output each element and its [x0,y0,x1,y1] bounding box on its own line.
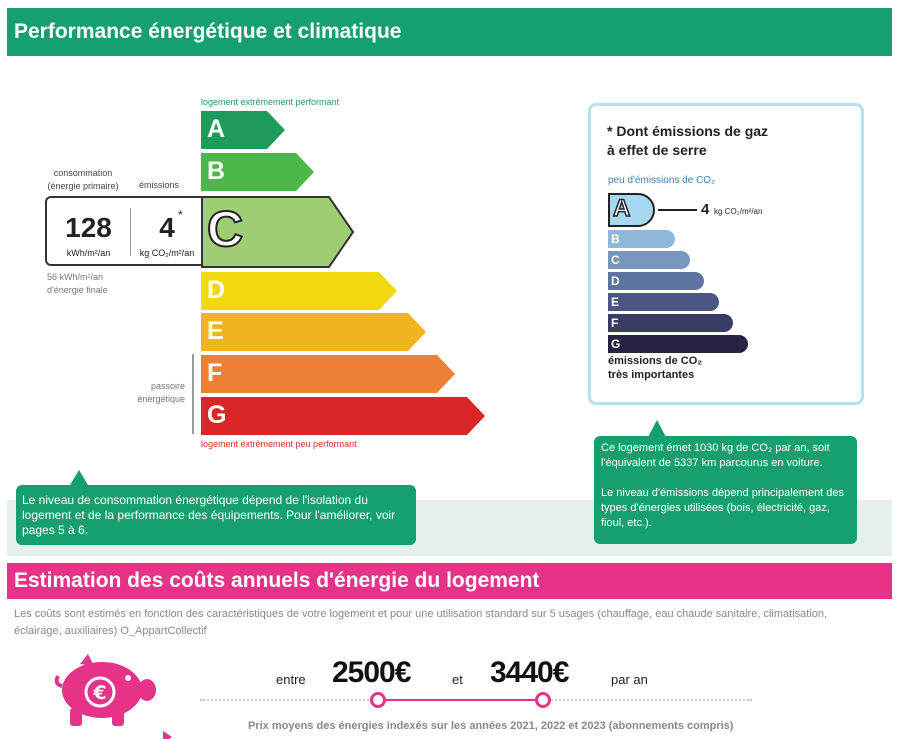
final-energy-label: 56 kWh/m²/an d'énergie finale [47,272,108,295]
cost-max-value: 3440€ [490,656,569,689]
ges-card: * Dont émissions de gaz à effet de serre… [588,103,864,405]
dpe-class-letter: G [207,401,227,429]
ges-callout: Ce logement émet 1030 kg de CO₂ par an, … [594,436,857,544]
cost-word-between: entre [276,672,306,687]
dpe-class-a: A [201,111,285,149]
dpe-class-c-shape [201,196,355,268]
dpe-class-b: B [201,153,314,191]
ges-class-g: G [608,335,748,353]
ges-callout-line2: Le niveau d'émissions dépend principalem… [601,487,845,529]
callout-right-tip [648,420,666,437]
dpe-callout: Le niveau de consommation énergétique dé… [16,485,416,545]
ges-title-line1: * Dont émissions de gaz [607,123,769,139]
ges-class-d: D [608,272,704,290]
dpe-bottom-label: logement extrêmement peu performant [201,439,357,449]
costs-section-title: Estimation des coûts annuels d'énergie d… [7,563,892,599]
dpe-class-letter: A [207,115,226,143]
ges-value: 4 [701,201,710,218]
ges-class-b: B [608,230,675,248]
ges-current-class-letter: A [612,194,631,223]
dpe-current-class-letter: C [206,200,244,258]
cost-word-and: et [452,672,463,687]
ges-class-c: C [608,251,690,269]
consumption-unit: kWh/m²/an [66,248,111,258]
pointer-arrow-icon [163,731,172,739]
cost-min-value: 2500€ [332,656,411,689]
dpe-class-d-shape [201,272,397,310]
ges-bottom-label: émissions de CO₂ très importantes [608,354,702,382]
ges-title-line2: à effet de serre [607,142,707,158]
dpe-class-e: E [201,313,426,351]
cost-range-segment [378,699,543,701]
emissions-unit: kg CO₂/m²/an [139,248,195,258]
consumption-label: consommation (énergie primaire) [47,168,119,191]
ges-class-e: E [608,293,719,311]
passoire-label: passoire énergétique [137,381,185,404]
emissions-star: * [178,208,183,222]
piggy-bank-icon: € [54,654,158,731]
passoire-divider [192,354,194,434]
dpe-class-f: F [201,355,455,393]
dpe-class-e-shape [201,313,426,351]
ges-indicator-line [658,209,697,211]
costs-description: Les coûts sont estimés en fonction des c… [14,608,828,637]
dpe-class-letter: D [207,276,226,304]
ges-top-label: peu d'émissions de CO₂ [608,175,715,186]
ges-current-class-shape [608,193,655,227]
dpe-class-letter: F [207,359,223,387]
value-separator [130,208,131,256]
dpe-value-box: 128 kWh/m²/an 4 * kg CO₂/m²/an [45,196,201,266]
dpe-top-label: logement extrêmement performant [201,97,340,107]
cost-max-marker [535,692,551,708]
dpe-class-g: G [201,397,485,435]
dpe-class-letter: E [207,317,224,345]
dpe-class-a-shape [201,111,285,149]
dpe-section-title: Performance énergétique et climatique [7,8,892,56]
dpe-section: logement extrêmement performant A B C D … [7,56,892,556]
ges-class-f: F [608,314,733,332]
dpe-class-d: D [201,272,397,310]
ges-value-unit: kg CO₂/m²/an [714,207,763,216]
dpe-class-letter: B [207,157,226,185]
piggy-bank-icon-shape: € [54,654,156,726]
dpe-class-b-shape [201,153,314,191]
ges-title: * Dont émissions de gaz à effet de serre [607,122,768,160]
emissions-value: 4 [159,212,175,243]
cost-note: Prix moyens des énergies indexés sur les… [248,720,734,732]
svg-text:€: € [92,682,106,704]
dpe-class-c: C [201,196,355,268]
ges-current-class: A [608,193,658,232]
emissions-label: émissions [139,180,180,190]
cost-min-marker [370,692,386,708]
ges-bottom-line2: très importantes [608,369,695,381]
dpe-class-g-shape [201,397,485,435]
ges-bottom-line1: émissions de CO₂ [608,355,703,367]
dpe-class-f-shape [201,355,455,393]
cost-word-per: par an [611,672,648,687]
consumption-value: 128 [65,212,112,243]
ges-callout-line1: Ce logement émet 1030 kg de CO₂ par an, … [601,442,830,469]
callout-left-tip [70,470,88,485]
